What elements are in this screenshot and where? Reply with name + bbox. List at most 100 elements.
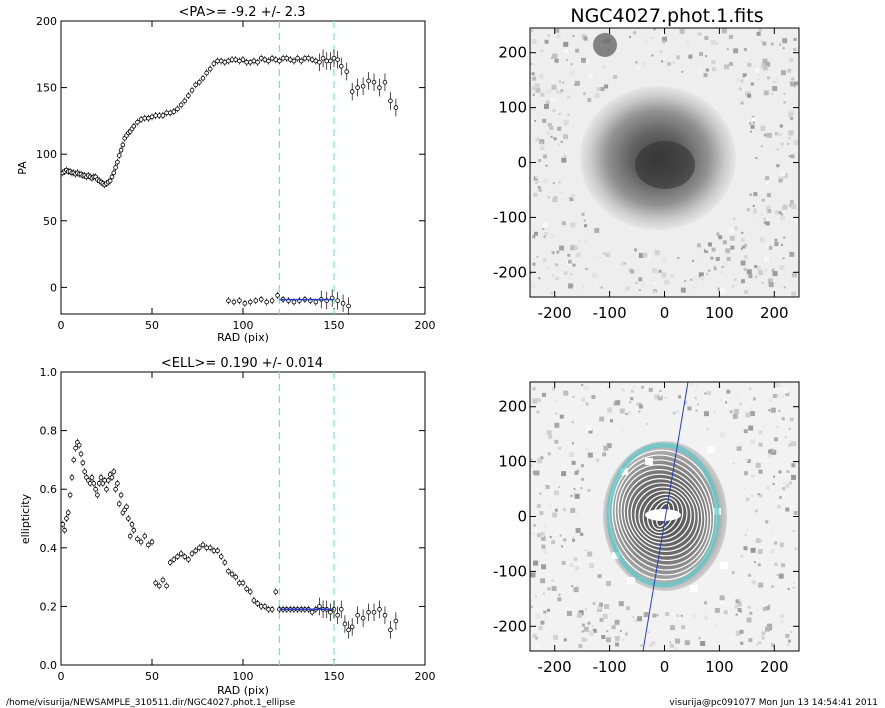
isophote-noise-pixel: [763, 435, 767, 439]
pa-data-point: [344, 69, 350, 74]
galaxy-noise-pixel: [760, 213, 763, 216]
pa-x-tick-label: 50: [145, 319, 159, 332]
galaxy-noise-pixel: [555, 277, 559, 281]
pa-data-point: [291, 58, 297, 64]
isophote-noise-pixel: [748, 425, 754, 431]
isophote-noise-pixel: [787, 588, 790, 591]
galaxy-noise-pixel: [782, 47, 785, 50]
galaxy-noise-pixel: [783, 236, 786, 239]
galaxy-noise-pixel: [647, 69, 653, 75]
galaxy-noise-pixel: [545, 100, 550, 105]
galaxy-noise-pixel: [552, 197, 558, 203]
pa-data-point: [247, 299, 253, 305]
pa-x-tick-label: 200: [415, 319, 436, 332]
isophote-noise-pixel: [752, 397, 756, 401]
isophote-noise-pixel: [554, 439, 559, 444]
galaxy-noise-pixel: [783, 173, 789, 179]
galaxy-noise-pixel: [780, 243, 783, 246]
galaxy-noise-pixel: [720, 271, 723, 274]
galaxy-noise-pixel: [760, 39, 764, 43]
ell-data-point: [222, 560, 228, 565]
isophote-noise-pixel: [708, 436, 714, 442]
galaxy-noise-pixel: [550, 135, 553, 138]
isophote-noise-pixel: [537, 458, 543, 464]
isophote-noise-pixel: [539, 492, 542, 495]
galaxy-noise-pixel: [653, 281, 657, 285]
galaxy-noise-pixel: [574, 80, 580, 86]
ell-data-point: [62, 527, 67, 533]
isophote-x-tick-label: 200: [760, 658, 789, 676]
galaxy-noise-pixel: [596, 87, 601, 92]
galaxy-noise-pixel: [556, 90, 560, 94]
isophote-noise-pixel: [779, 542, 784, 547]
pa-data-point: [149, 114, 155, 120]
ell-x-axis-label: RAD (pix): [217, 684, 269, 697]
galaxy-noise-pixel: [755, 275, 758, 278]
pa-data-point: [277, 58, 282, 64]
galaxy-noise-pixel: [763, 90, 769, 96]
isophote-noise-pixel: [571, 584, 574, 587]
ell-data-point: [229, 571, 235, 577]
galaxy-noise-pixel: [585, 268, 588, 271]
galaxy-noise-pixel: [713, 265, 716, 268]
isophote-noise-pixel: [632, 386, 635, 389]
isophote-noise-pixel: [578, 610, 584, 616]
pa-data-point: [309, 57, 315, 62]
isophote-noise-pixel: [577, 612, 583, 618]
isophote-noise-pixel: [792, 529, 795, 532]
galaxy-noise-pixel: [715, 256, 720, 261]
isophote-noise-pixel: [533, 560, 539, 566]
isophote-noise-pixel: [638, 404, 643, 409]
isophote-noise-pixel: [537, 398, 542, 403]
isophote-noise-pixel: [534, 607, 540, 613]
isophote-noise-pixel: [559, 534, 562, 537]
ell-chart-title: <ELL>= 0.190 +/- 0.014: [161, 356, 323, 371]
isophote-noise-pixel: [791, 474, 797, 480]
ell-data-point: [204, 545, 209, 551]
galaxy-noise-pixel: [570, 222, 576, 228]
isophote-noise-pixel: [599, 617, 604, 622]
galaxy-noise-pixel: [684, 40, 690, 46]
isophote-noise-pixel: [698, 637, 701, 640]
galaxy-y-tick-label: 100: [498, 99, 527, 117]
isophote-noise-pixel: [537, 533, 542, 538]
galaxy-noise-pixel: [603, 252, 607, 256]
isophote-noise-pixel: [758, 442, 763, 447]
ell-data-point: [366, 609, 371, 615]
galaxy-noise-pixel: [782, 257, 785, 260]
isophote-noise-pixel: [692, 613, 697, 618]
isophote-noise-pixel: [530, 605, 533, 608]
isophote-noise-pixel: [584, 638, 588, 642]
pa-data-point: [237, 58, 242, 64]
galaxy-noise-pixel: [790, 81, 796, 87]
ell-data-point: [309, 609, 315, 615]
pa-data-point: [269, 298, 275, 303]
ell-x-tick-label: 200: [415, 670, 436, 683]
isophote-noise-pixel: [619, 629, 622, 632]
ell-data-point: [377, 607, 382, 612]
isophote-noise-pixel: [776, 574, 779, 577]
isophote-noise-pixel: [576, 512, 579, 515]
isophote-noise-pixel: [687, 406, 692, 411]
isophote-noise-pixel: [606, 637, 612, 643]
galaxy-noise-pixel: [556, 34, 561, 39]
mask-square: [720, 562, 728, 569]
isophote-noise-pixel: [749, 411, 755, 417]
isophote-noise-pixel: [532, 523, 536, 527]
galaxy-noise-pixel: [728, 34, 733, 39]
pa-data-point: [138, 117, 144, 122]
ell-data-point: [197, 545, 202, 551]
galaxy-noise-pixel: [543, 235, 546, 238]
isophote-noise-pixel: [554, 422, 560, 428]
galaxy-noise-pixel: [764, 256, 770, 262]
isophote-x-tick-label: -100: [593, 658, 627, 676]
isophote-noise-pixel: [736, 601, 742, 607]
isophote-noise-pixel: [702, 611, 707, 616]
isophote-noise-pixel: [648, 387, 653, 392]
pa-data-point: [222, 59, 228, 65]
galaxy-noise-pixel: [746, 269, 752, 275]
galaxy-noise-pixel: [594, 227, 600, 233]
galaxy-noise-pixel: [754, 208, 757, 211]
isophote-noise-pixel: [584, 548, 587, 551]
galaxy-noise-pixel: [551, 273, 555, 277]
